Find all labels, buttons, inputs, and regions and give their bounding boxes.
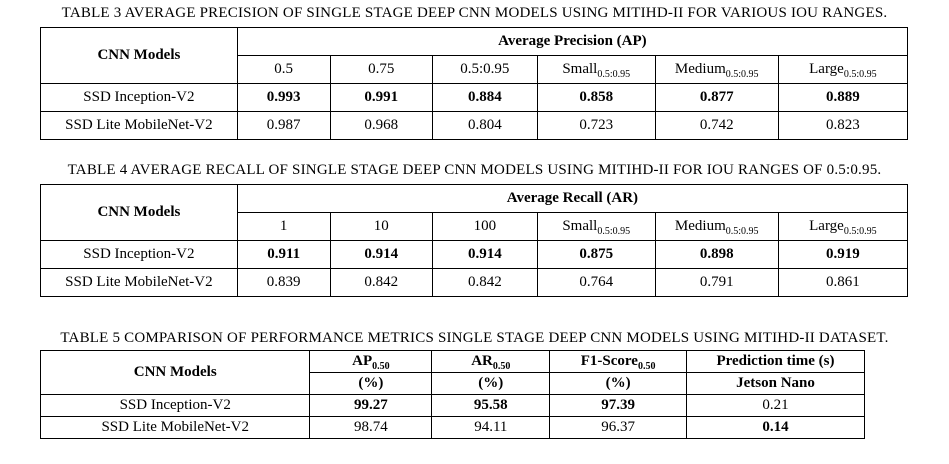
unit-cell: (%) [431,372,551,395]
table-4-caption: TABLE 4 AVERAGE RECALL OF SINGLE STAGE D… [67,162,882,178]
value-cell: 0.839 [236,268,331,297]
table-row: SSD Inception-V2 99.27 95.58 97.39 0.21 [39,394,866,417]
table-row: SSD Lite MobileNet-V2 98.74 94.11 96.37 … [39,416,866,439]
table-4-group-header-row: CNN Models Average Recall (AR) [40,184,909,241]
value-cell: 0.861 [777,268,909,297]
value-cell: 0.993 [236,83,331,112]
table-4-col-10: 10 [329,212,433,241]
value-cell: 0.823 [777,111,909,140]
table-5-metric-header-row: CNN Models AP0.50 AR0.50 F1-Score0.50 Pr… [39,350,866,395]
value-cell: 0.21 [685,394,866,417]
value-cell: 0.14 [685,416,866,439]
value-cell: 94.11 [431,416,551,439]
table-5: CNN Models AP0.50 AR0.50 F1-Score0.50 Pr… [39,350,866,439]
table-3-section: TABLE 3 AVERAGE PRECISION OF SINGLE STAG… [0,4,949,140]
table-4-col-medium: Medium0.5:0.95 [654,212,779,241]
model-name-cell: SSD Lite MobileNet-V2 [40,268,238,297]
table-5-header-cnn-models: CNN Models [39,350,311,395]
table-4-col-100: 100 [431,212,538,241]
value-cell: 0.987 [236,111,331,140]
value-cell: 99.27 [309,394,433,417]
table-5-col-ap: AP0.50 [309,350,433,373]
value-cell: 0.914 [431,240,538,269]
table-4-section: TABLE 4 AVERAGE RECALL OF SINGLE STAGE D… [0,161,949,297]
model-name-cell: SSD Inception-V2 [40,83,238,112]
table-3-header-group: Average Precision (AP) [236,27,909,56]
value-cell: 96.37 [549,416,687,439]
table-4-header-group: Average Recall (AR) [236,184,909,213]
table-3-col-0.5: 0.5 [236,55,331,84]
value-cell: 0.889 [777,83,909,112]
table-5-col-ar: AR0.50 [431,350,551,373]
table-3-col-0.5-0.95: 0.5:0.95 [431,55,538,84]
table-row: SSD Lite MobileNet-V2 0.987 0.968 0.804 … [40,111,909,140]
table-4: CNN Models Average Recall (AR) 1 10 100 … [40,184,909,297]
table-row: SSD Lite MobileNet-V2 0.839 0.842 0.842 … [40,268,909,297]
model-name-cell: SSD Inception-V2 [40,240,238,269]
table-4-col-1: 1 [236,212,331,241]
table-3-col-large: Large0.5:0.95 [777,55,909,84]
value-cell: 0.804 [431,111,538,140]
table-4-col-small: Small0.5:0.95 [536,212,656,241]
value-cell: 0.914 [329,240,433,269]
value-cell: 0.884 [431,83,538,112]
table-3-col-0.75: 0.75 [329,55,433,84]
table-3-col-medium: Medium0.5:0.95 [654,55,779,84]
value-cell: 0.842 [431,268,538,297]
table-3-caption: TABLE 3 AVERAGE PRECISION OF SINGLE STAG… [61,5,888,21]
value-cell: 0.968 [329,111,433,140]
value-cell: 0.858 [536,83,656,112]
table-4-col-large: Large0.5:0.95 [777,212,909,241]
value-cell: 97.39 [549,394,687,417]
table-3: CNN Models Average Precision (AP) 0.5 0.… [40,27,909,140]
value-cell: 95.58 [431,394,551,417]
value-cell: 0.991 [329,83,433,112]
value-cell: 0.898 [654,240,779,269]
value-cell: 0.764 [536,268,656,297]
model-name-cell: SSD Lite MobileNet-V2 [39,416,311,439]
unit-cell: (%) [309,372,433,395]
table-3-subheader-row: 0.5 0.75 0.5:0.95 Small0.5:0.95 Medium0.… [41,55,909,84]
table-3-header-cnn-models: CNN Models [40,27,238,84]
table-5-caption: TABLE 5 COMPARISON OF PERFORMANCE METRIC… [60,330,889,346]
unit-cell: (%) [549,372,687,395]
table-3-col-small: Small0.5:0.95 [536,55,656,84]
unit-cell: Jetson Nano [685,372,866,395]
value-cell: 0.723 [536,111,656,140]
table-5-section: TABLE 5 COMPARISON OF PERFORMANCE METRIC… [0,329,949,439]
value-cell: 0.919 [777,240,909,269]
value-cell: 0.875 [536,240,656,269]
value-cell: 0.791 [654,268,779,297]
model-name-cell: SSD Lite MobileNet-V2 [40,111,238,140]
value-cell: 0.877 [654,83,779,112]
value-cell: 98.74 [309,416,433,439]
table-row: SSD Inception-V2 0.993 0.991 0.884 0.858… [40,83,909,112]
table-5-col-f1: F1-Score0.50 [549,350,687,373]
value-cell: 0.911 [236,240,331,269]
table-5-col-prediction-time: Prediction time (s) [685,350,866,373]
table-4-header-cnn-models: CNN Models [40,184,238,241]
table-row: SSD Inception-V2 0.911 0.914 0.914 0.875… [40,240,909,269]
model-name-cell: SSD Inception-V2 [39,394,311,417]
value-cell: 0.842 [329,268,433,297]
value-cell: 0.742 [654,111,779,140]
table-3-group-header-row: CNN Models Average Precision (AP) [40,27,909,84]
